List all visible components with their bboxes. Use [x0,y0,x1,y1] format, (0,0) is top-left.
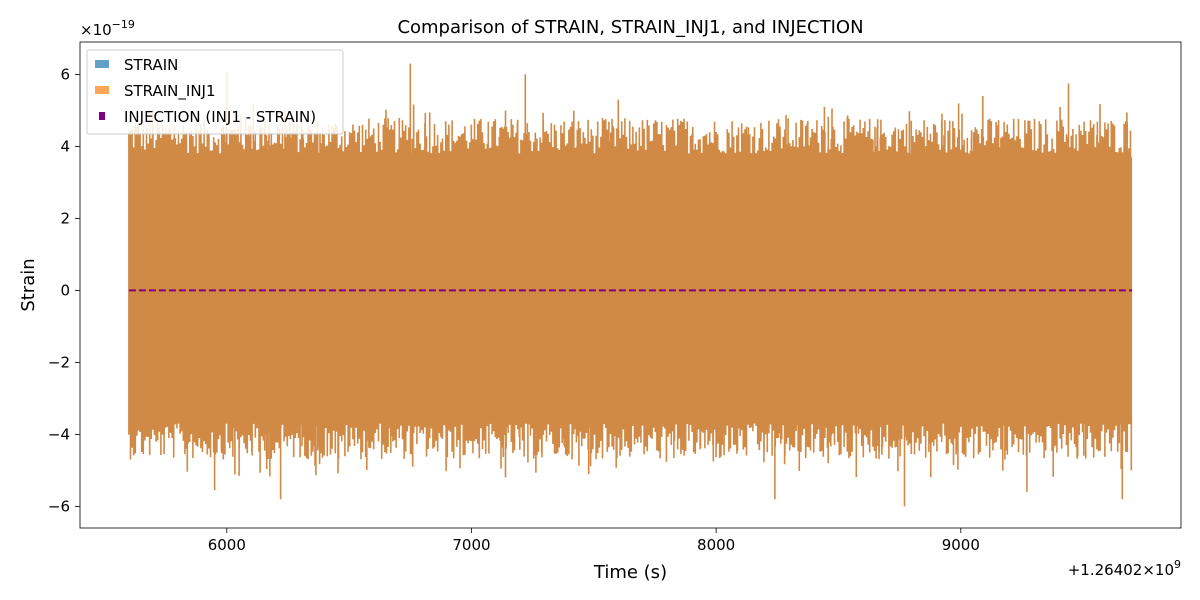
y-multiplier-label: ×10−19 [80,18,135,39]
y-axis-label: Strain [18,258,39,311]
x-tick-label: 7000 [452,536,490,554]
strain-signal-spikes [128,63,1133,507]
legend-label-strain: STRAIN [124,56,178,74]
legend: STRAIN STRAIN_INJ1 INJECTION (INJ1 - STR… [86,49,344,135]
x-tick-label: 9000 [942,536,980,554]
legend-swatch-injection [99,112,105,120]
y-tick-label: 2 [60,209,70,227]
legend-swatch-strain [95,60,109,68]
plot-area [128,63,1133,507]
y-tick-label: 4 [60,137,70,155]
y-tick-label: 0 [60,281,70,299]
legend-box [86,49,344,135]
legend-label-strain-inj1: STRAIN_INJ1 [124,82,216,101]
legend-label-injection: INJECTION (INJ1 - STRAIN) [124,108,316,126]
legend-swatch-strain-inj1 [95,86,109,94]
chart-title: Comparison of STRAIN, STRAIN_INJ1, and I… [397,17,863,38]
y-tick-label: −4 [48,425,70,443]
x-axis-label: Time (s) [593,562,667,583]
y-tick-label: −6 [48,497,70,515]
x-tick-label: 6000 [208,536,246,554]
y-tick-label: −2 [48,353,70,371]
x-offset-label: +1.26402×109 [1068,558,1181,579]
y-axis-ticks: −6 −4 −2 0 2 4 6 [48,65,80,515]
strain-noise-trace [128,63,1133,507]
x-axis-ticks: 6000 7000 8000 9000 [208,528,980,554]
x-tick-label: 8000 [697,536,735,554]
y-tick-label: 6 [60,65,70,83]
plot-frame [79,41,1182,529]
